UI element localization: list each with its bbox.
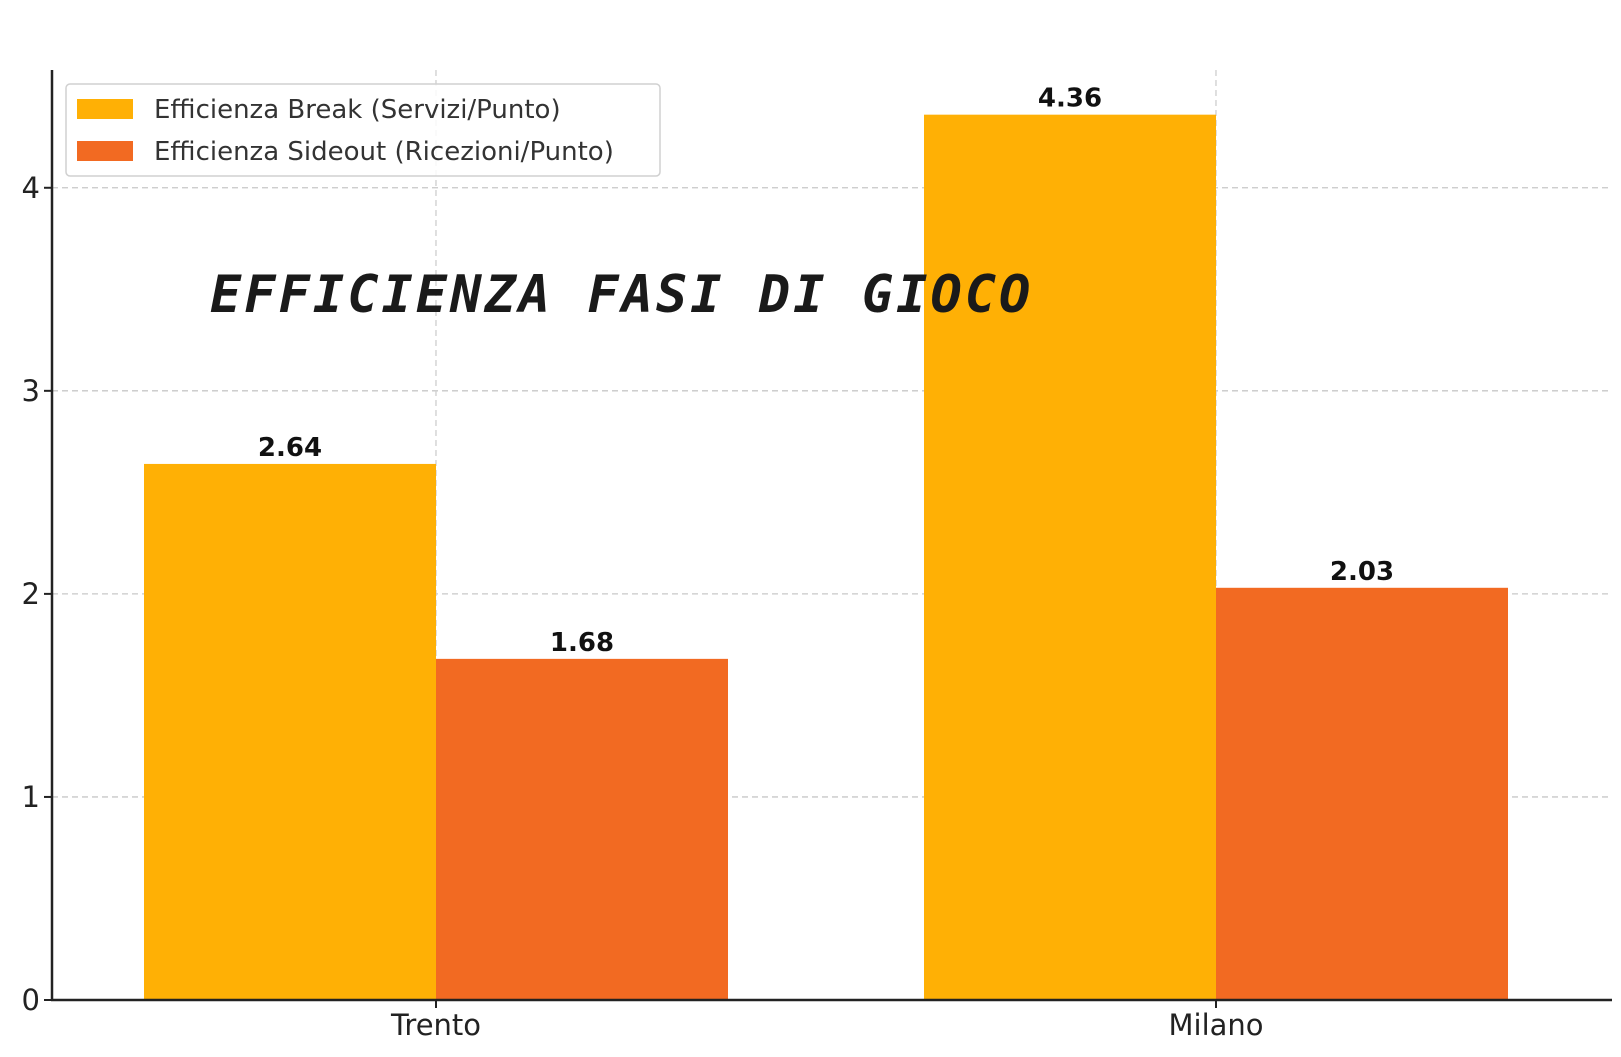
bar: [1216, 587, 1508, 1000]
legend: Efficienza Break (Servizi/Punto) Efficien…: [65, 83, 661, 177]
y-tick-label: 1: [22, 780, 40, 814]
legend-label: Efficienza Break (Servizi/Punto): [154, 95, 561, 125]
axes: 0 1 2 3 4 Trento Milano: [22, 70, 1612, 1042]
data-label: 2.64: [258, 433, 322, 463]
legend-swatch: [77, 99, 133, 119]
legend-label: Efficienza Sideout (Ricezioni/Punto): [154, 137, 614, 167]
data-labels: 2.64 4.36 1.68 2.03: [258, 84, 1394, 658]
y-tick-label: 0: [22, 983, 40, 1017]
data-label: 2.03: [1330, 557, 1394, 587]
chart-title: EFFICIENZA FASI DI GIOCO: [210, 265, 1033, 325]
y-tick-label: 2: [22, 577, 40, 611]
bar: [436, 658, 728, 1000]
x-tick-label: Trento: [390, 1008, 481, 1042]
bar: [924, 114, 1216, 1000]
bars: [144, 114, 1508, 1000]
y-tick-label: 3: [22, 374, 40, 408]
data-label: 1.68: [550, 628, 614, 658]
y-tick-label: 4: [22, 171, 40, 205]
legend-box: [65, 83, 661, 177]
bar: [144, 463, 436, 1000]
x-tick-label: Milano: [1168, 1008, 1263, 1042]
legend-swatch: [77, 141, 133, 161]
data-label: 4.36: [1038, 84, 1102, 114]
